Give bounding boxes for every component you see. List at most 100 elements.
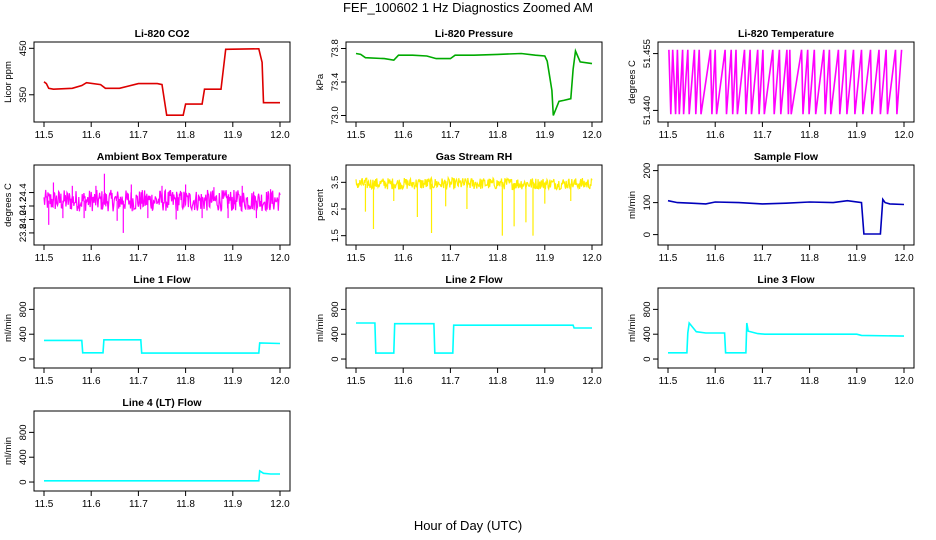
x-tick-label: 11.6 (82, 130, 101, 141)
y-axis-label: ml/min (627, 191, 638, 219)
y-axis-label: ml/min (3, 437, 14, 465)
x-tick-label: 11.5 (659, 376, 678, 387)
y-axis-label: degrees C (3, 183, 14, 227)
chart-title: Line 2 Flow (445, 274, 503, 286)
x-tick-label: 11.5 (35, 253, 54, 264)
x-tick-label: 12.0 (894, 130, 914, 141)
x-tick-label: 11.7 (441, 253, 460, 264)
chart-panel-4: Ambient Box Temperature 11.5 11.6 11.7 11.8 1… (3, 151, 291, 264)
x-tick-label: 11.9 (223, 376, 242, 387)
series-line (667, 197, 905, 235)
x-tick-label: 11.8 (176, 376, 195, 387)
y-tick-label: 73.4 (330, 73, 341, 92)
series-line (44, 338, 281, 354)
x-tick-label: 11.7 (441, 130, 460, 141)
x-tick-label: 12.0 (270, 130, 290, 141)
plot-frame (345, 287, 603, 369)
series-group (355, 175, 593, 236)
series-line (43, 47, 280, 116)
x-tick-label: 11.7 (753, 253, 772, 264)
x-tick-label: 11.6 (706, 130, 725, 141)
y-tick-label: 450 (18, 40, 29, 56)
chart-panel-2: Li-820 Pressure 11.5 11.6 11.7 11.8 11.9 12.0 7… (315, 28, 603, 141)
y-axis-label: ml/min (315, 314, 326, 342)
x-tick-label: 11.7 (129, 130, 148, 141)
chart-title: Line 3 Flow (757, 274, 815, 286)
x-tick-label: 11.7 (129, 499, 148, 510)
x-tick-label: 11.6 (394, 253, 413, 264)
y-tick-label: 800 (18, 424, 29, 440)
x-tick-label: 11.8 (488, 376, 507, 387)
x-tick-label: 11.8 (800, 253, 819, 264)
plot-frame (657, 287, 915, 369)
y-tick-label: 3.5 (330, 176, 341, 189)
y-tick-label: 0 (642, 356, 653, 361)
y-tick-label: 0 (330, 356, 341, 361)
x-tick-label: 11.7 (753, 376, 772, 387)
series-group (43, 173, 281, 233)
chart-title: Ambient Box Temperature (97, 151, 228, 163)
series-group (667, 197, 905, 235)
series-line (668, 321, 905, 354)
x-tick-label: 11.7 (129, 376, 148, 387)
chart-title: Line 4 (LT) Flow (122, 397, 202, 409)
x-tick-label: 12.0 (270, 253, 290, 264)
x-tick-label: 11.5 (659, 130, 678, 141)
x-tick-label: 11.9 (847, 376, 866, 387)
chart-panel-7: Line 1 Flow 11.5 11.6 11.7 11.8 11.9 12.0 0 400 8… (3, 274, 291, 387)
chart-title: Li-820 Pressure (435, 28, 513, 40)
y-tick-label: 1.5 (330, 229, 341, 242)
x-tick-label: 11.6 (706, 253, 725, 264)
y-tick-label: 51.440 (642, 96, 653, 125)
y-tick-label: 51.455 (642, 39, 653, 68)
series-line (44, 469, 280, 482)
chart-panel-5: Gas Stream RH 11.5 11.6 11.7 11.8 11.9 12.0 1.5… (315, 151, 603, 264)
series-group (668, 49, 903, 115)
x-tick-label: 11.9 (535, 253, 554, 264)
y-tick-label: 400 (18, 449, 29, 465)
y-tick-label: 100 (642, 195, 653, 211)
y-axis-label: degrees C (627, 60, 638, 104)
plot-frame (33, 287, 291, 369)
y-tick-label: 400 (330, 326, 341, 342)
y-tick-label: 0 (18, 356, 29, 361)
chart-panel-6: Sample Flow 11.5 11.6 11.7 11.8 11.9 12.0 0 100 2… (627, 151, 915, 264)
y-tick-label: 400 (642, 326, 653, 342)
x-tick-label: 11.6 (394, 130, 413, 141)
x-tick-label: 11.8 (176, 130, 195, 141)
x-tick-label: 12.0 (270, 376, 290, 387)
plot-frame (657, 164, 915, 246)
plot-frame (33, 410, 291, 492)
series-group (44, 338, 281, 354)
x-axis-caption: Hour of Day (UTC) (413, 518, 523, 533)
x-tick-label: 11.9 (535, 130, 554, 141)
series-line (668, 49, 903, 115)
x-tick-label: 12.0 (894, 253, 914, 264)
x-tick-label: 11.5 (347, 253, 366, 264)
series-line (355, 48, 593, 116)
x-tick-label: 11.6 (82, 376, 101, 387)
y-tick-label: 24.4 (18, 183, 29, 202)
x-tick-label: 11.7 (441, 376, 460, 387)
y-tick-label: 0 (642, 232, 653, 237)
x-tick-label: 11.8 (800, 130, 819, 141)
x-tick-label: 11.8 (488, 130, 507, 141)
y-axis-label: percent (315, 189, 326, 221)
x-tick-label: 11.5 (659, 253, 678, 264)
y-tick-label: 350 (18, 87, 29, 103)
y-tick-label: 24.0 (18, 210, 29, 229)
x-tick-label: 11.9 (847, 130, 866, 141)
x-tick-label: 11.9 (223, 130, 242, 141)
x-tick-label: 11.8 (176, 499, 195, 510)
series-line (356, 322, 592, 354)
plot-frame (345, 41, 603, 123)
plot-frame (33, 41, 291, 123)
x-tick-label: 11.6 (706, 376, 725, 387)
x-tick-label: 12.0 (582, 130, 602, 141)
chart-panel-8: Line 2 Flow 11.5 11.6 11.7 11.8 11.9 12.0 0 400 8… (315, 274, 603, 387)
x-tick-label: 11.9 (223, 499, 242, 510)
chart-panel-3: Li-820 Temperature 11.5 11.6 11.7 11.8 11.9 12… (627, 28, 915, 141)
y-tick-label: 800 (330, 301, 341, 317)
y-tick-label: 24.2 (18, 197, 29, 216)
